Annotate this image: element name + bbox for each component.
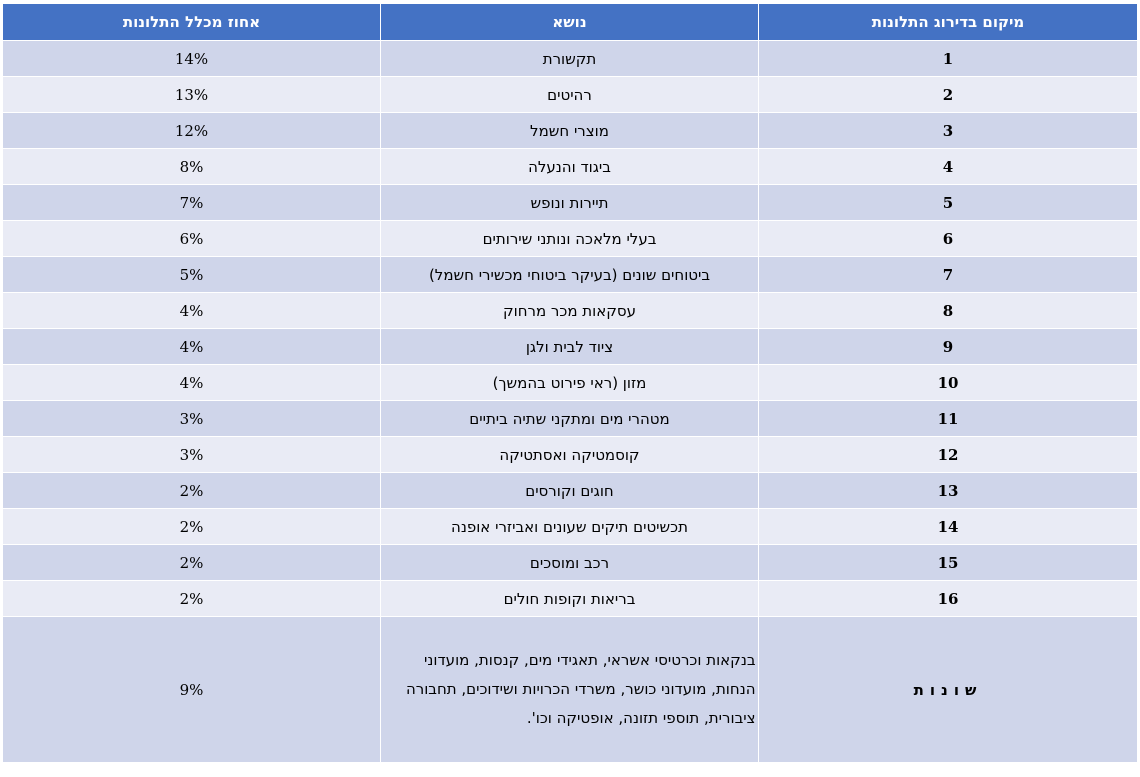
- topic-cell: רכב ומוסכים: [380, 544, 759, 581]
- percent-cell: 5%: [2, 256, 381, 293]
- misc-rank-cell: שונות: [758, 616, 1138, 763]
- table-row: 2% חוגים וקורסים 13: [2, 472, 1138, 509]
- percent-cell: 6%: [2, 220, 381, 257]
- table-row: 3% קוסמטיקה ואסתטיקה 12: [2, 436, 1138, 473]
- table-row: 4% מזון (ראי פירוט בהמשך) 10: [2, 364, 1138, 401]
- topic-cell: מזון (ראי פירוט בהמשך): [380, 364, 759, 401]
- table-row-misc: 9% בנקאות וכרטיסי אשראי, תאגידי מים, קנס…: [2, 616, 1138, 763]
- percent-cell: 8%: [2, 148, 381, 185]
- percent-cell: 12%: [2, 112, 381, 149]
- complaints-table: אחוז מכלל התלונות נושא מיקום בדירוג התלו…: [2, 3, 1138, 763]
- percent-cell: 2%: [2, 472, 381, 509]
- rank-cell: 13: [758, 472, 1138, 509]
- rank-cell: 1: [758, 40, 1138, 77]
- topic-cell: עסקאות מכר מרחוק: [380, 292, 759, 329]
- percent-cell: 3%: [2, 400, 381, 437]
- percent-cell: 4%: [2, 364, 381, 401]
- percent-cell: 2%: [2, 508, 381, 545]
- percent-cell: 4%: [2, 292, 381, 329]
- table-row: 8% ביגוד והנעלה 4: [2, 148, 1138, 185]
- percent-cell: 13%: [2, 76, 381, 113]
- percent-cell: 14%: [2, 40, 381, 77]
- header-percent: אחוז מכלל התלונות: [2, 3, 381, 41]
- topic-cell: ציוד לבית ולגן: [380, 328, 759, 365]
- table-row: 4% ציוד לבית ולגן 9: [2, 328, 1138, 365]
- rank-cell: 12: [758, 436, 1138, 473]
- header-topic: נושא: [380, 3, 759, 41]
- topic-cell: רהיטים: [380, 76, 759, 113]
- rank-cell: 7: [758, 256, 1138, 293]
- table-row: 7% תיירות ונופש 5: [2, 184, 1138, 221]
- topic-cell: בריאות וקופות חולים: [380, 580, 759, 617]
- topic-cell: מטהרי מים ומתקני שתיה ביתיים: [380, 400, 759, 437]
- table-row: 2% תכשיטים תיקים שעונים ואביזרי אופנה 14: [2, 508, 1138, 545]
- topic-cell: בעלי מלאכה ונותני שירותים: [380, 220, 759, 257]
- topic-cell: תיירות ונופש: [380, 184, 759, 221]
- topic-cell: קוסמטיקה ואסתטיקה: [380, 436, 759, 473]
- percent-cell: 7%: [2, 184, 381, 221]
- topic-cell: ביטוחים שונים (בעיקר ביטוחי מכשירי חשמל): [380, 256, 759, 293]
- rank-cell: 15: [758, 544, 1138, 581]
- table-row: 12% מוצרי חשמל 3: [2, 112, 1138, 149]
- rank-cell: 5: [758, 184, 1138, 221]
- misc-topic-text: בנקאות וכרטיסי אשראי, תאגידי מים, קנסות,…: [405, 651, 756, 727]
- table-row: 14% תקשורת 1: [2, 40, 1138, 77]
- percent-cell: 4%: [2, 328, 381, 365]
- table-row: 6% בעלי מלאכה ונותני שירותים 6: [2, 220, 1138, 257]
- rank-cell: 2: [758, 76, 1138, 113]
- table-row: 13% רהיטים 2: [2, 76, 1138, 113]
- percent-cell: 2%: [2, 544, 381, 581]
- topic-cell: מוצרי חשמל: [380, 112, 759, 149]
- misc-topic-cell: בנקאות וכרטיסי אשראי, תאגידי מים, קנסות,…: [380, 616, 759, 763]
- topic-cell: ביגוד והנעלה: [380, 148, 759, 185]
- topic-cell: חוגים וקורסים: [380, 472, 759, 509]
- rank-cell: 3: [758, 112, 1138, 149]
- percent-cell: 2%: [2, 580, 381, 617]
- table-row: 3% מטהרי מים ומתקני שתיה ביתיים 11: [2, 400, 1138, 437]
- rank-cell: 4: [758, 148, 1138, 185]
- topic-cell: תכשיטים תיקים שעונים ואביזרי אופנה: [380, 508, 759, 545]
- percent-cell: 3%: [2, 436, 381, 473]
- table-row: 2% בריאות וקופות חולים 16: [2, 580, 1138, 617]
- topic-cell: תקשורת: [380, 40, 759, 77]
- table-row: 5% ביטוחים שונים (בעיקר ביטוחי מכשירי חשמ…: [2, 256, 1138, 293]
- rank-cell: 9: [758, 328, 1138, 365]
- header-row: אחוז מכלל התלונות נושא מיקום בדירוג התלו…: [2, 3, 1138, 41]
- table-body: 14% תקשורת 1 13% רהיטים 2 12% מוצרי חשמל 3 8% ביגו…: [2, 40, 1138, 763]
- rank-cell: 11: [758, 400, 1138, 437]
- table-row: 4% עסקאות מכר מרחוק 8: [2, 292, 1138, 329]
- rank-cell: 8: [758, 292, 1138, 329]
- rank-cell: 6: [758, 220, 1138, 257]
- misc-percent-cell: 9%: [2, 616, 381, 763]
- rank-cell: 10: [758, 364, 1138, 401]
- rank-cell: 16: [758, 580, 1138, 617]
- header-rank: מיקום בדירוג התלונות: [758, 3, 1138, 41]
- table-row: 2% רכב ומוסכים 15: [2, 544, 1138, 581]
- rank-cell: 14: [758, 508, 1138, 545]
